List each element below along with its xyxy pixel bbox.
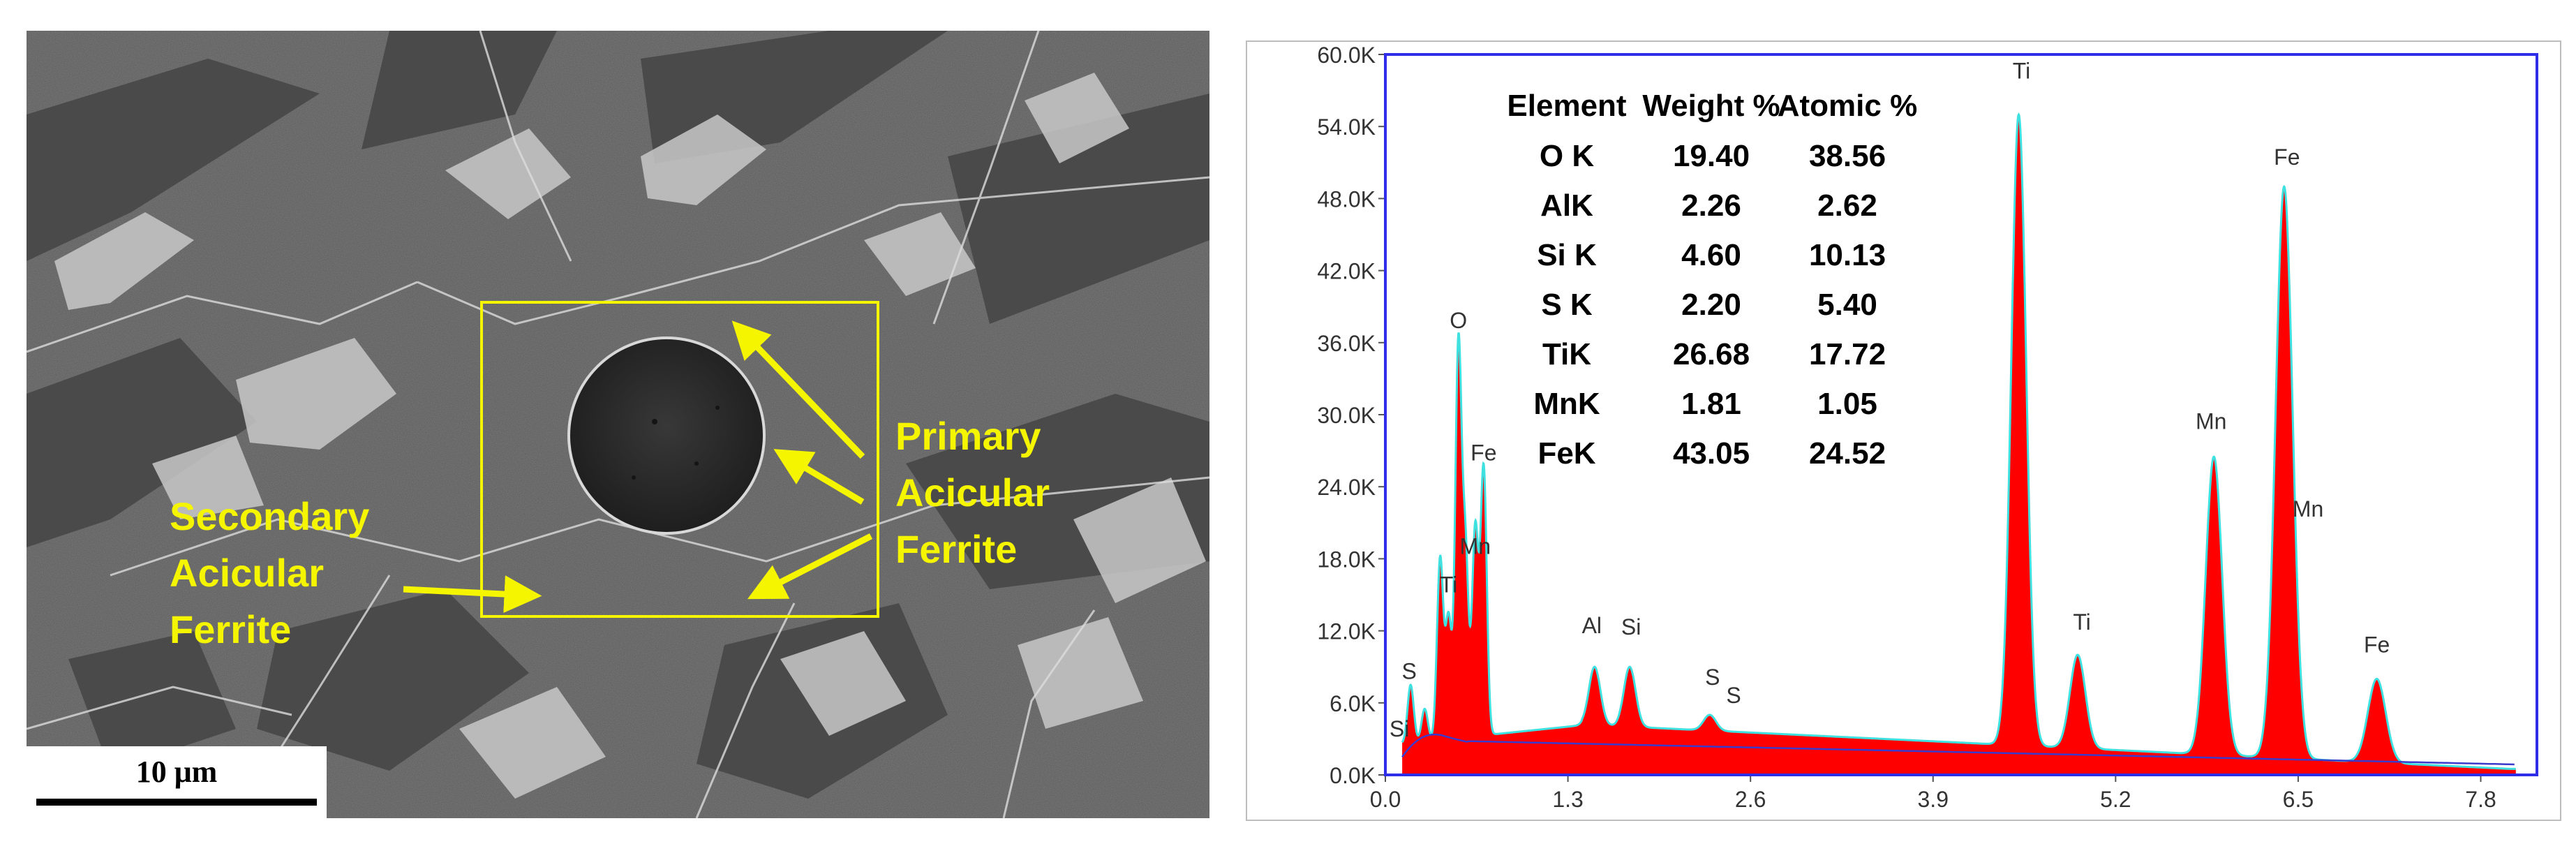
carbide-clusters xyxy=(54,73,1206,799)
table-cell: 2.62 xyxy=(1817,188,1877,223)
y-tick-label: 12.0K xyxy=(1317,619,1376,644)
table-cell: TiK xyxy=(1542,337,1591,371)
table-cell: MnK xyxy=(1533,387,1600,421)
y-axis: 0.0K 6.0K 12.0K 18.0K 24.0K 30.0K 36.0K 42.0K 48… xyxy=(1317,43,1385,788)
peak-label: Mn xyxy=(2293,496,2323,521)
peak-label: Fe xyxy=(1471,440,1496,465)
x-tick-label: 2.6 xyxy=(1735,787,1766,812)
table-cell: 38.56 xyxy=(1809,139,1886,173)
secondary-line-2: Acicular xyxy=(170,551,324,595)
table-cell: 2.26 xyxy=(1681,188,1741,223)
table-cell: Si K xyxy=(1537,238,1597,272)
inclusion-pores xyxy=(632,406,720,480)
annotation-labels: Primary Acicular Ferrite Secondary Acicu… xyxy=(170,414,1050,651)
eds-spectrum-chart: 0.0K 6.0K 12.0K 18.0K 24.0K 30.0K 36.0K 42.0K 48… xyxy=(1246,40,2561,821)
table-cell: 2.20 xyxy=(1681,288,1741,322)
table-cell: 19.40 xyxy=(1673,139,1750,173)
y-tick-label: 48.0K xyxy=(1317,186,1376,212)
peak-label: Mn xyxy=(1460,534,1491,559)
annotation-box xyxy=(480,301,879,618)
peak-label: Ti xyxy=(2073,609,2090,635)
table-cell: 4.60 xyxy=(1681,238,1741,272)
arrow-primary-2 xyxy=(773,449,865,505)
sem-micrograph-panel: Primary Acicular Ferrite Secondary Acicu… xyxy=(26,30,1210,819)
x-tick-label: 6.5 xyxy=(2283,787,2314,812)
peak-label: S xyxy=(1402,658,1417,683)
y-tick-label: 6.0K xyxy=(1330,691,1376,716)
primary-line-1: Primary xyxy=(895,414,1041,458)
arrow-primary-1 xyxy=(731,320,865,459)
y-tick-label: 18.0K xyxy=(1317,547,1376,572)
peak-label: Fe xyxy=(2364,632,2390,658)
arrow-primary-3 xyxy=(747,533,873,600)
background-fit-line xyxy=(1401,733,2515,766)
table-cell: 26.68 xyxy=(1673,337,1750,371)
peak-label: S xyxy=(1726,683,1741,708)
y-tick-label: 60.0K xyxy=(1317,43,1376,68)
plot-area xyxy=(1384,53,2538,776)
ferrite-laths xyxy=(27,31,1209,799)
table-cell: O K xyxy=(1540,139,1594,173)
table-cell: 43.05 xyxy=(1673,436,1750,471)
table-header: Element xyxy=(1507,89,1627,123)
x-tick-label: 3.9 xyxy=(1918,787,1949,812)
peak-label: Ti xyxy=(1440,572,1457,598)
sem-micrograph: Primary Acicular Ferrite Secondary Acicu… xyxy=(26,30,1210,819)
y-tick-label: 42.0K xyxy=(1317,259,1376,284)
table-cell: 5.40 xyxy=(1817,288,1877,322)
table-cell: AlK xyxy=(1540,188,1593,223)
arrows xyxy=(403,320,873,614)
peak-label: Si xyxy=(1621,614,1641,639)
peak-label: Ti xyxy=(2013,58,2030,83)
primary-line-2: Acicular xyxy=(895,471,1050,515)
peak-label: Fe xyxy=(2274,145,2300,170)
secondary-line-1: Secondary xyxy=(170,494,369,538)
inclusion-particle xyxy=(567,336,766,535)
x-tick-label: 0.0 xyxy=(1370,787,1401,812)
table-header: Atomic % xyxy=(1778,89,1917,123)
scale-bar-label: 10 μm xyxy=(136,755,218,789)
scale-bar-line xyxy=(36,799,317,806)
table-cell: S K xyxy=(1541,288,1593,322)
plot-frame xyxy=(1384,53,2538,776)
y-tick-label: 24.0K xyxy=(1317,475,1376,500)
table-header: Weight % xyxy=(1642,89,1780,123)
y-tick-label: 30.0K xyxy=(1317,403,1376,428)
eds-spectrum-panel: 0.0K 6.0K 12.0K 18.0K 24.0K 30.0K 36.0K 42.0K 48… xyxy=(1246,40,2561,821)
x-tick-label: 5.2 xyxy=(2100,787,2131,812)
peak-label: O xyxy=(1450,308,1467,333)
x-tick-label: 7.8 xyxy=(2465,787,2496,812)
table-cell: 24.52 xyxy=(1809,436,1886,471)
arrow-secondary xyxy=(403,575,542,614)
peak-label: Mn xyxy=(2196,409,2226,434)
table-cell: 10.13 xyxy=(1809,238,1886,272)
composition-table: Element Weight %Atomic % O K 19.40 38.56 AlK 2… xyxy=(1507,89,1917,471)
primary-line-3: Ferrite xyxy=(895,527,1017,571)
table-cell: 1.05 xyxy=(1817,387,1877,421)
scale-bar-box xyxy=(27,746,327,818)
table-cell: FeK xyxy=(1538,436,1595,471)
table-cell: 1.81 xyxy=(1681,387,1741,421)
y-tick-label: 54.0K xyxy=(1317,114,1376,140)
x-axis: 0.0 1.3 2.6 3.9 5.2 6.5 7.8 xyxy=(1370,775,2496,812)
y-tick-label: 0.0K xyxy=(1330,763,1376,788)
table-cell: 17.72 xyxy=(1809,337,1886,371)
peak-label: Al xyxy=(1582,613,1602,638)
secondary-line-3: Ferrite xyxy=(170,607,291,651)
y-tick-label: 36.0K xyxy=(1317,331,1376,356)
x-tick-label: 1.3 xyxy=(1552,787,1583,812)
peak-label: Si xyxy=(1390,716,1409,741)
grain-boundaries xyxy=(26,30,1210,819)
peak-label: S xyxy=(1705,665,1720,690)
